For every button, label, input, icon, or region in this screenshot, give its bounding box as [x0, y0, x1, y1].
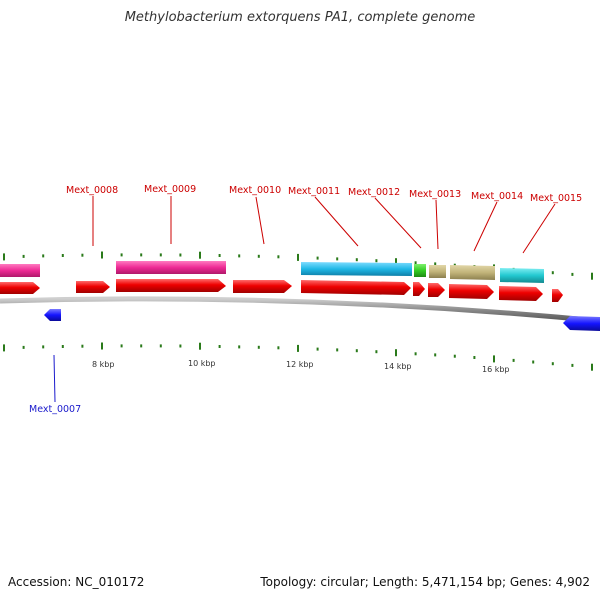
gene-label[interactable]: Mext_0012 — [348, 187, 400, 198]
genome-summary-text: Topology: circular; Length: 5,471,154 bp… — [260, 575, 590, 589]
cds-arrow[interactable] — [552, 289, 563, 302]
gene-label[interactable]: Mext_0010 — [229, 185, 281, 196]
kbp-label: 14 kbp — [384, 362, 412, 371]
gene-label[interactable]: Mext_0011 — [288, 186, 340, 197]
feature-block[interactable] — [450, 265, 495, 280]
scale-ticks — [3, 251, 593, 371]
kbp-label: 10 kbp — [188, 359, 216, 368]
gene-label[interactable]: Mext_0007 — [29, 404, 81, 415]
kbp-scale: 8 kbp 10 kbp 12 kbp 14 kbp 16 kbp — [92, 359, 510, 374]
reverse-cds-track — [44, 309, 600, 331]
gene-label[interactable]: Mext_0014 — [471, 191, 523, 202]
cds-arrow[interactable] — [76, 281, 110, 293]
gene-label[interactable]: Mext_0009 — [144, 184, 196, 195]
feature-block[interactable] — [0, 264, 40, 277]
feature-block[interactable] — [116, 261, 226, 274]
reverse-cds-arrow[interactable] — [44, 309, 61, 321]
label-leaders — [53, 196, 556, 403]
reverse-cds-arrow[interactable] — [563, 316, 600, 331]
accession-text: Accession: NC_010172 — [8, 575, 145, 589]
kbp-label: 16 kbp — [482, 365, 510, 374]
cds-arrow[interactable] — [428, 283, 445, 297]
genome-title: Methylobacterium extorquens PA1, complet… — [124, 10, 476, 25]
cds-arrow[interactable] — [449, 284, 494, 299]
feature-block[interactable] — [500, 268, 544, 283]
cds-arrow[interactable] — [301, 280, 411, 295]
gene-label[interactable]: Mext_0008 — [66, 185, 118, 196]
cds-arrow[interactable] — [233, 280, 292, 293]
cds-arrow[interactable] — [116, 279, 226, 292]
feature-block[interactable] — [414, 264, 426, 277]
kbp-label: 12 kbp — [286, 360, 314, 369]
cds-arrow[interactable] — [499, 286, 543, 301]
kbp-label: 8 kbp — [92, 360, 114, 369]
cds-track — [0, 279, 563, 302]
gene-label[interactable]: Mext_0013 — [409, 189, 461, 200]
gene-labels: Mext_0008 Mext_0009 Mext_0010 Mext_0011 … — [29, 184, 582, 415]
feature-track — [0, 261, 544, 283]
genome-backbone — [0, 296, 600, 324]
feature-block[interactable] — [301, 262, 412, 276]
feature-block[interactable] — [429, 265, 446, 278]
cds-arrow[interactable] — [0, 282, 40, 294]
cds-arrow[interactable] — [413, 282, 425, 296]
gene-label[interactable]: Mext_0015 — [530, 193, 582, 204]
